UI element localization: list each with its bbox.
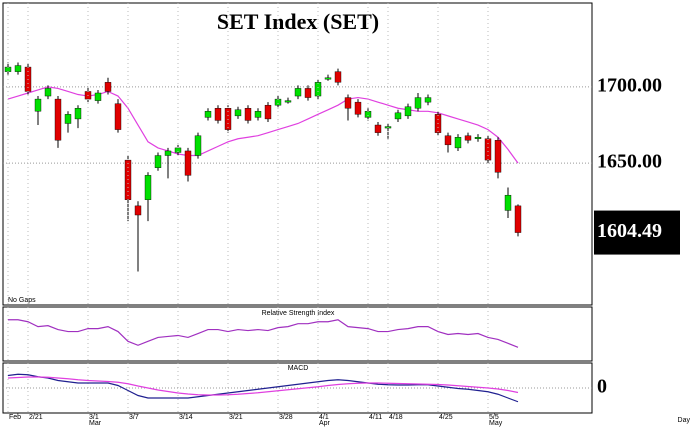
candle-body <box>344 97 352 109</box>
month-label: Apr <box>319 420 331 427</box>
x-tick-label: 3/21 <box>229 414 243 421</box>
candle-body <box>194 135 202 156</box>
candle-body <box>334 71 342 83</box>
candle-body <box>204 111 212 118</box>
candle-body <box>54 98 62 141</box>
candle-body <box>324 77 332 80</box>
note: No Gaps <box>8 297 36 304</box>
candle-body <box>284 100 292 103</box>
candle-body <box>44 88 52 97</box>
candle-body <box>214 108 222 121</box>
chart-title: SET Index (SET) <box>217 9 379 34</box>
x-tick-label: 3/1 <box>89 414 99 421</box>
month-label: May <box>489 420 503 427</box>
indicator-line <box>8 319 519 348</box>
y-tick-label: 1700.00 <box>597 74 662 96</box>
candle-body <box>254 111 262 118</box>
moving-average <box>7 86 519 164</box>
candle-body <box>134 205 142 216</box>
x-tick-label: 5/5 <box>489 414 499 421</box>
last-price-box <box>594 210 680 255</box>
candle-body <box>414 97 422 109</box>
candle-body <box>314 82 322 97</box>
macd-title: MACD <box>288 365 309 372</box>
candle-body <box>294 88 302 97</box>
candle-body <box>164 150 172 156</box>
candle-body <box>274 98 282 106</box>
candle-body <box>484 138 492 161</box>
y-tick-label: 1650.00 <box>597 151 662 173</box>
candle-body <box>14 65 22 72</box>
rsi-title: Relative Strength Index <box>262 310 335 317</box>
candle-body <box>494 140 502 173</box>
candle-body <box>514 205 522 233</box>
last-price-label: 1604.49 <box>597 220 662 242</box>
candle-body <box>264 104 272 120</box>
candle-body <box>304 88 312 98</box>
candle-body <box>144 175 152 200</box>
price-panel <box>2 2 593 306</box>
y-tick-label: 0 <box>597 376 607 398</box>
x-tick-label: 4/11 <box>369 414 382 421</box>
candle-body <box>34 98 42 112</box>
candle-body <box>74 108 82 120</box>
x-tick-label: 3/7 <box>129 414 139 421</box>
x-axis-label: Day <box>678 417 691 424</box>
candle-body <box>114 103 122 130</box>
candle-body <box>184 150 192 176</box>
x-tick-label: 4/25 <box>439 414 453 421</box>
candle-body <box>454 137 462 149</box>
candle-body <box>374 124 382 133</box>
candle-body <box>394 112 402 120</box>
candle-body <box>94 92 102 101</box>
indicator-line <box>7 376 519 396</box>
candle-body <box>444 135 452 146</box>
x-tick-label: 3/28 <box>279 414 293 421</box>
candle-body <box>504 194 512 211</box>
month-label: Mar <box>89 420 102 427</box>
candle-body <box>364 111 372 118</box>
candle-body <box>464 135 472 141</box>
x-tick-label: Feb <box>9 414 21 421</box>
candle-body <box>104 82 112 92</box>
indicator-line <box>7 373 519 403</box>
x-tick-label: 4/18 <box>389 414 403 421</box>
candle-body <box>224 108 232 130</box>
candle-body <box>244 108 252 121</box>
candle-body <box>474 137 482 139</box>
x-tick-label: 2/21 <box>29 414 43 421</box>
rsi-panel <box>2 306 593 362</box>
x-tick-label: 4/1 <box>319 414 329 421</box>
x-tick-label: 3/14 <box>179 414 193 421</box>
candle-body <box>64 114 72 124</box>
candle-body <box>424 97 432 103</box>
candle-body <box>154 155 162 168</box>
candle-body <box>404 106 412 117</box>
candle-body <box>234 109 242 117</box>
candle-body <box>354 101 362 115</box>
